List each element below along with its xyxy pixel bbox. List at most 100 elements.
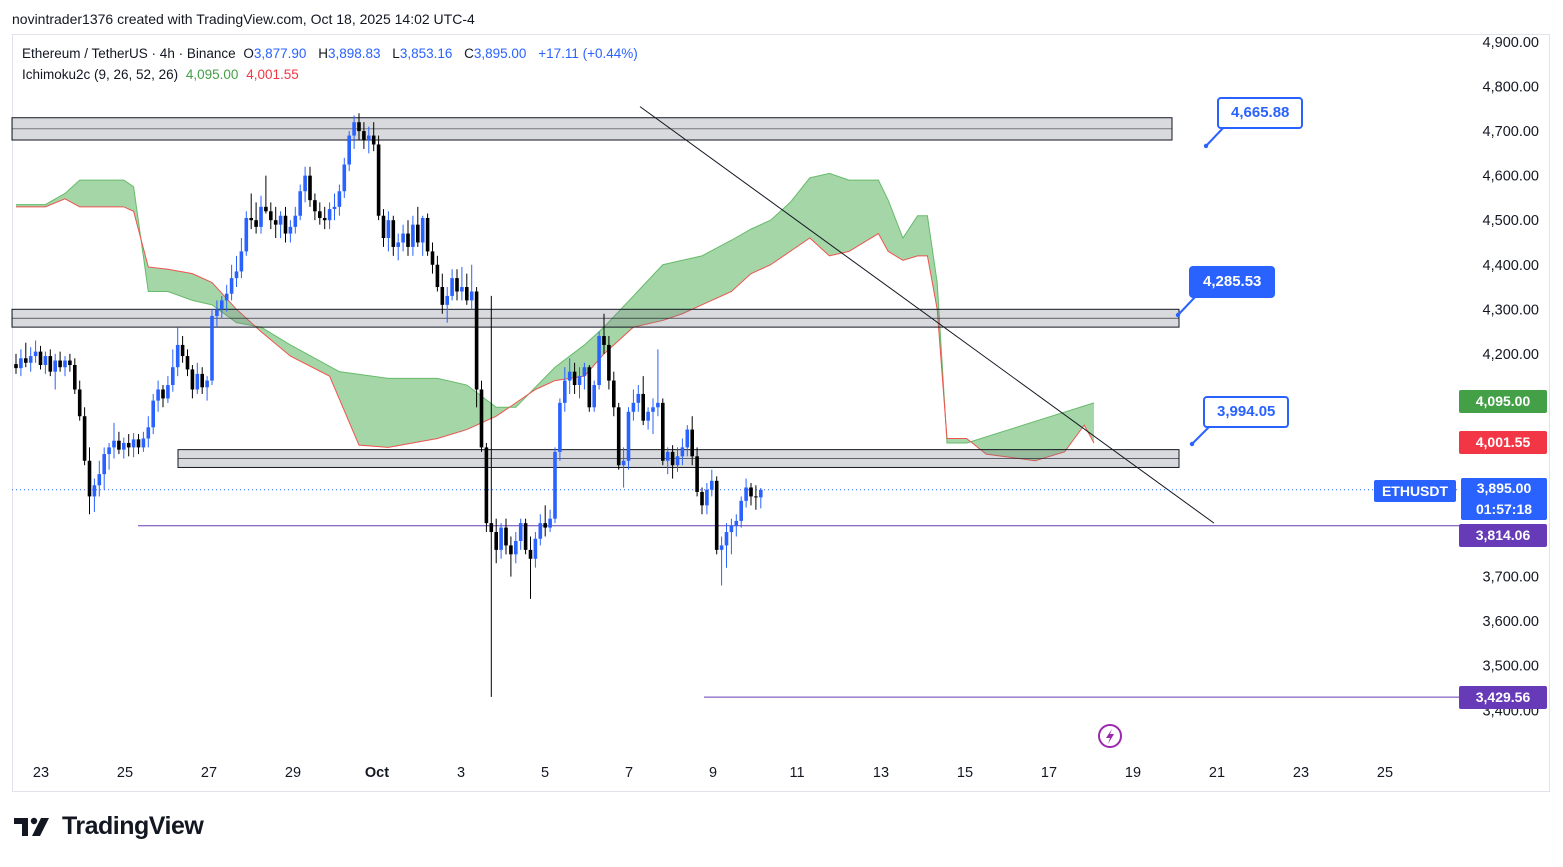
- candle: [607, 336, 611, 390]
- candle: [440, 273, 445, 314]
- time-tick: 23: [1293, 765, 1309, 781]
- candle: [161, 385, 165, 408]
- candle: [528, 536, 533, 599]
- candle-body: [43, 356, 48, 365]
- candle-body: [754, 496, 758, 498]
- candle-body: [327, 209, 332, 221]
- candle-body: [420, 217, 425, 243]
- candle: [308, 166, 312, 207]
- candle-body: [705, 489, 709, 506]
- candle-body: [714, 480, 719, 550]
- candle-body: [729, 525, 734, 533]
- candle-body: [430, 251, 435, 265]
- candle: [224, 284, 229, 312]
- candle: [386, 211, 391, 252]
- candle: [87, 447, 92, 515]
- time-tick: 27: [201, 765, 217, 781]
- candle: [612, 371, 616, 417]
- candle-body: [180, 344, 185, 357]
- candle-body: [450, 278, 454, 296]
- callout-4285[interactable]: 4,285.53: [1189, 266, 1276, 298]
- candle-body: [440, 287, 445, 305]
- candle: [73, 358, 77, 394]
- callout-3994[interactable]: 3,994.05: [1203, 396, 1290, 428]
- candle: [739, 496, 743, 528]
- candle: [391, 215, 396, 256]
- candle-body: [259, 206, 263, 227]
- price-tick: 4,600.00: [1483, 169, 1539, 185]
- chart-byline: novintrader1376 created with TradingView…: [12, 11, 475, 27]
- open-label: O: [243, 46, 254, 61]
- price-tick: 3,600.00: [1483, 614, 1539, 630]
- candle: [273, 206, 278, 239]
- candle: [602, 313, 606, 354]
- candle-body: [695, 456, 699, 492]
- candle: [729, 518, 734, 555]
- candle: [592, 380, 596, 412]
- ichimoku-b-price-label: 4,001.55: [1459, 431, 1547, 454]
- support-price-label: 3,814.06: [1459, 524, 1547, 547]
- candle: [332, 193, 337, 221]
- candle-body: [122, 442, 126, 450]
- candle-body: [371, 135, 376, 145]
- candle-body: [269, 211, 273, 221]
- candle: [504, 518, 508, 555]
- candle-body: [102, 454, 106, 475]
- candle: [63, 356, 67, 377]
- candle: [283, 206, 288, 243]
- candle: [416, 206, 420, 247]
- time-tick: 11: [789, 765, 804, 781]
- candle: [97, 460, 102, 497]
- candle-body: [597, 336, 601, 386]
- candle: [151, 393, 155, 435]
- candle: [195, 362, 200, 394]
- candle: [558, 398, 562, 461]
- candle: [665, 447, 670, 475]
- chart-frame[interactable]: [12, 34, 1550, 792]
- candle: [234, 255, 239, 288]
- candle-body: [543, 523, 547, 528]
- candle-body: [759, 489, 763, 498]
- candles: [14, 113, 763, 697]
- candle: [146, 416, 151, 448]
- candle: [185, 349, 190, 377]
- candle: [269, 202, 273, 230]
- close-label: C: [464, 46, 474, 61]
- candle-body: [77, 389, 82, 417]
- candle: [278, 211, 283, 239]
- candle-body: [283, 215, 288, 234]
- candle-body: [303, 175, 307, 192]
- candle-body: [229, 278, 234, 294]
- candle-body: [607, 344, 611, 381]
- candle-body: [175, 344, 180, 368]
- symbol-legend[interactable]: Ethereum / TetherUS · 4h · Binance O3,87…: [22, 46, 642, 61]
- candle: [175, 327, 180, 377]
- candle-body: [273, 220, 278, 225]
- candle-body: [465, 287, 469, 301]
- candle: [567, 358, 572, 394]
- candle-body: [710, 480, 714, 490]
- candle: [24, 342, 28, 368]
- ichimoku-cloud: [16, 172, 1095, 462]
- high-label: H: [318, 46, 328, 61]
- candle: [327, 202, 332, 230]
- candle-body: [166, 385, 170, 399]
- candle: [122, 437, 126, 459]
- price-tick: 3,500.00: [1483, 659, 1539, 675]
- candle-body: [411, 224, 415, 247]
- candle-body: [48, 356, 53, 372]
- bar-countdown: 01:57:18: [1475, 501, 1533, 517]
- callout-4665[interactable]: 4,665.88: [1217, 97, 1304, 129]
- footer-brand[interactable]: TradingView: [14, 812, 204, 841]
- candle: [714, 476, 719, 555]
- candle: [460, 266, 464, 301]
- candle-body: [156, 389, 160, 401]
- candle-body: [381, 215, 386, 239]
- candle: [180, 336, 185, 363]
- candle: [371, 122, 376, 152]
- candle: [631, 389, 636, 421]
- candle: [107, 442, 111, 470]
- candle-body: [131, 439, 136, 448]
- indicator-legend[interactable]: Ichimoku2c (9, 26, 52, 26) 4,095.00 4,00…: [22, 67, 303, 82]
